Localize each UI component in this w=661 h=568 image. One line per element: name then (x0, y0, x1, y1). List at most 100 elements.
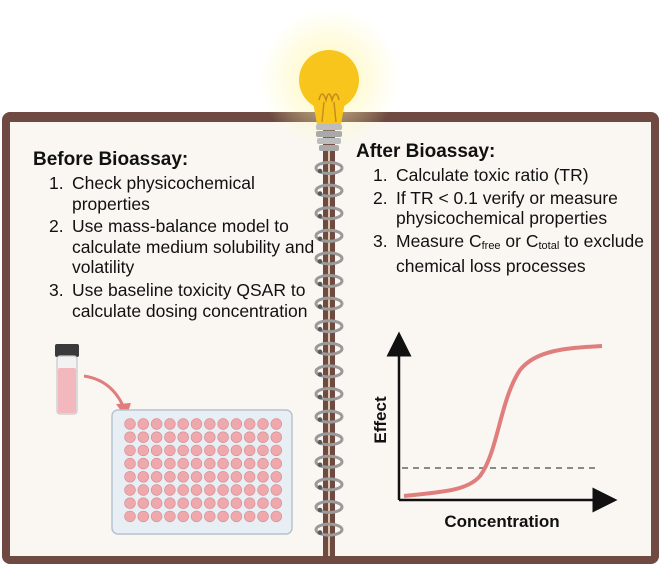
well (257, 418, 269, 430)
spiral-ring-icon (314, 341, 344, 356)
before-step-2: 2. Use mass-balance model to calculate m… (49, 216, 315, 278)
well (164, 497, 176, 509)
before-steps-list: 1. Check physicochemical properties 2. U… (49, 173, 317, 321)
well (244, 510, 256, 523)
after-step-3: 3. Measure Cfree or Ctotal to exclude ch… (373, 230, 644, 277)
well (150, 471, 163, 483)
well (164, 457, 176, 470)
spiral-ring-icon (314, 296, 344, 311)
well (137, 510, 150, 523)
spiral-binding (314, 161, 344, 537)
well (150, 431, 163, 443)
well (257, 431, 269, 443)
before-step-1: 1. Check physicochemical properties (49, 173, 255, 214)
spiral-ring-icon (314, 477, 344, 492)
well (230, 471, 243, 483)
well (204, 484, 216, 496)
well (270, 418, 282, 430)
well (257, 497, 269, 509)
well (177, 497, 189, 509)
well (177, 418, 189, 430)
spiral-ring-icon (314, 274, 344, 288)
spiral-ring-icon (314, 183, 344, 198)
well (217, 471, 229, 483)
well (124, 510, 136, 523)
well (257, 484, 269, 496)
well (244, 484, 256, 496)
well (230, 457, 243, 470)
well (204, 418, 216, 430)
well (257, 471, 269, 483)
after-step-2: 2. If TR < 0.1 verify or measure physico… (373, 187, 618, 229)
spiral-ring-icon (314, 500, 344, 514)
spiral-ring-icon (314, 319, 344, 334)
well (230, 510, 243, 523)
well (204, 457, 216, 470)
spiral-ring-icon (314, 364, 344, 379)
well (150, 418, 163, 430)
well (244, 497, 256, 509)
well (257, 457, 269, 470)
before-heading: Before Bioassay: (33, 149, 189, 170)
well (177, 471, 189, 483)
well (177, 457, 189, 470)
spiral-ring-icon (314, 161, 344, 175)
well (217, 457, 229, 470)
well (137, 471, 150, 483)
spiral-ring-icon (314, 206, 344, 221)
spiral-ring-icon (314, 387, 344, 401)
after-step-1: 1. Calculate toxic ratio (TR) (373, 165, 589, 185)
well (270, 484, 282, 496)
well (177, 484, 189, 496)
before-step-3: 3. Use baseline toxicity QSAR to calcula… (49, 279, 308, 321)
spiral-ring-icon (314, 251, 344, 266)
well (244, 444, 256, 457)
well (177, 431, 189, 443)
well (217, 418, 229, 430)
well (150, 484, 163, 496)
well (190, 497, 203, 509)
well (124, 431, 136, 443)
well (150, 444, 163, 457)
well (217, 510, 229, 523)
after-steps-list: 1. Calculate toxic ratio (TR) 2. If TR <… (373, 165, 648, 277)
well (270, 510, 282, 523)
well (124, 484, 136, 496)
vial-icon (55, 344, 79, 415)
after-bioassay-panel: After Bioassay: 1. Calculate toxic ratio… (356, 141, 648, 277)
well (244, 457, 256, 470)
well (270, 471, 282, 483)
well (217, 484, 229, 496)
well (150, 457, 163, 470)
well (270, 457, 282, 470)
well (244, 418, 256, 430)
well (217, 497, 229, 509)
well (204, 510, 216, 523)
y-axis-label: Effect (371, 396, 390, 444)
well (230, 431, 243, 443)
well (230, 418, 243, 430)
well (137, 484, 150, 496)
well (244, 431, 256, 443)
well (270, 444, 282, 457)
spiral-ring-icon (314, 432, 344, 447)
well (204, 497, 216, 509)
well (164, 431, 176, 443)
well (164, 418, 176, 430)
well (204, 444, 216, 457)
well (217, 431, 229, 443)
before-bioassay-panel: Before Bioassay: 1. Check physicochemica… (33, 149, 317, 321)
well (270, 497, 282, 509)
well (150, 497, 163, 509)
arrow-icon (83, 374, 126, 409)
well (137, 431, 150, 443)
well (164, 444, 176, 457)
spiral-ring-icon (314, 454, 344, 469)
effect-chart: Effect Concentration (371, 331, 618, 531)
well (124, 471, 136, 483)
well (164, 484, 176, 496)
well (257, 510, 269, 523)
well (217, 444, 229, 457)
well (124, 497, 136, 509)
